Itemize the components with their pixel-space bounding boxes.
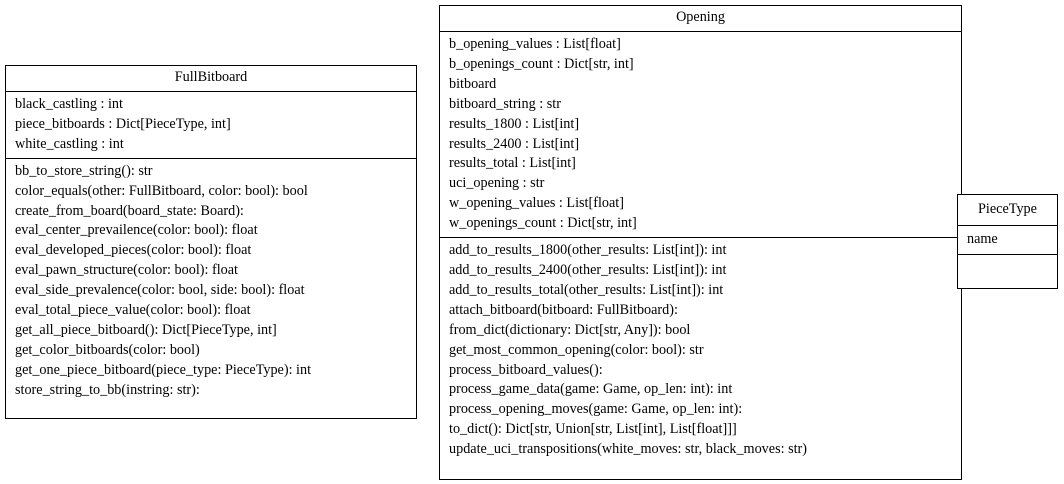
method: get_most_common_opening(color: bool): st… [449,341,704,358]
methods-section: add_to_results_1800(other_results: List[… [440,238,961,479]
method: process_opening_moves(game: Game, op_len… [449,401,743,418]
method: eval_total_piece_value(color: bool): flo… [15,302,251,319]
method: process_game_data(game: Game, op_len: in… [449,381,733,398]
method: bb_to_store_string(): str [15,162,153,179]
attribute: piece_bitboards : Dict[PieceType, int] [15,115,231,132]
method: get_color_bitboards(color: bool) [15,341,200,358]
class-opening: Opening b_opening_values : List[float] b… [439,5,962,480]
method: eval_pawn_structure(color: bool): float [15,262,238,279]
method: add_to_results_2400(other_results: List[… [449,261,727,278]
attribute: white_castling : int [15,135,124,152]
method: create_from_board(board_state: Board): [15,202,244,219]
method: update_uci_transpositions(white_moves: s… [449,441,807,458]
attribute: bitboard [449,75,497,92]
method: eval_center_prevailence(color: bool): fl… [15,222,258,239]
method: eval_developed_pieces(color: bool): floa… [15,242,252,259]
method: add_to_results_total(other_results: List… [449,281,724,298]
method: process_bitboard_values(): [449,361,603,378]
method: get_one_piece_bitboard(piece_type: Piece… [15,361,312,378]
method: eval_side_prevalence(color: bool, side: … [15,282,305,299]
attribute: name [967,231,998,247]
method: get_all_piece_bitboard(): Dict[PieceType… [15,321,277,338]
class-name: FullBitboard [6,66,416,92]
attribute: results_1800 : List[int] [449,115,580,132]
class-name: Opening [440,6,961,32]
attribute: b_openings_count : Dict[str, int] [449,55,634,72]
attribute: results_2400 : List[int] [449,135,580,152]
methods-section [958,255,1057,288]
attribute: black_castling : int [15,96,123,112]
class-name: PieceType [958,195,1057,226]
attribute: results_total : List[int] [449,155,576,172]
method: color_equals(other: FullBitboard, color:… [15,182,308,199]
attributes-section: b_opening_values : List[float] b_opening… [440,32,961,239]
class-piecetype: PieceType name [957,194,1058,289]
attributes-section: name [958,226,1057,255]
attribute: w_openings_count : Dict[str, int] [449,215,637,232]
class-fullbitboard: FullBitboard black_castling : int piece_… [5,65,417,419]
attributes-section: black_castling : int piece_bitboards : D… [6,92,416,159]
methods-section: bb_to_store_string(): str color_equals(o… [6,159,416,418]
attribute: b_opening_values : List[float] [449,36,621,52]
attribute: uci_opening : str [449,175,545,192]
method: attach_bitboard(bitboard: FullBitboard): [449,301,678,318]
method: to_dict(): Dict[str, Union[str, List[int… [449,421,737,438]
method: add_to_results_1800(other_results: List[… [449,242,727,259]
method: from_dict(dictionary: Dict[str, Any]): b… [449,321,691,338]
attribute: w_opening_values : List[float] [449,195,624,212]
method: store_string_to_bb(instring: str): [15,381,200,398]
attribute: bitboard_string : str [449,95,561,112]
